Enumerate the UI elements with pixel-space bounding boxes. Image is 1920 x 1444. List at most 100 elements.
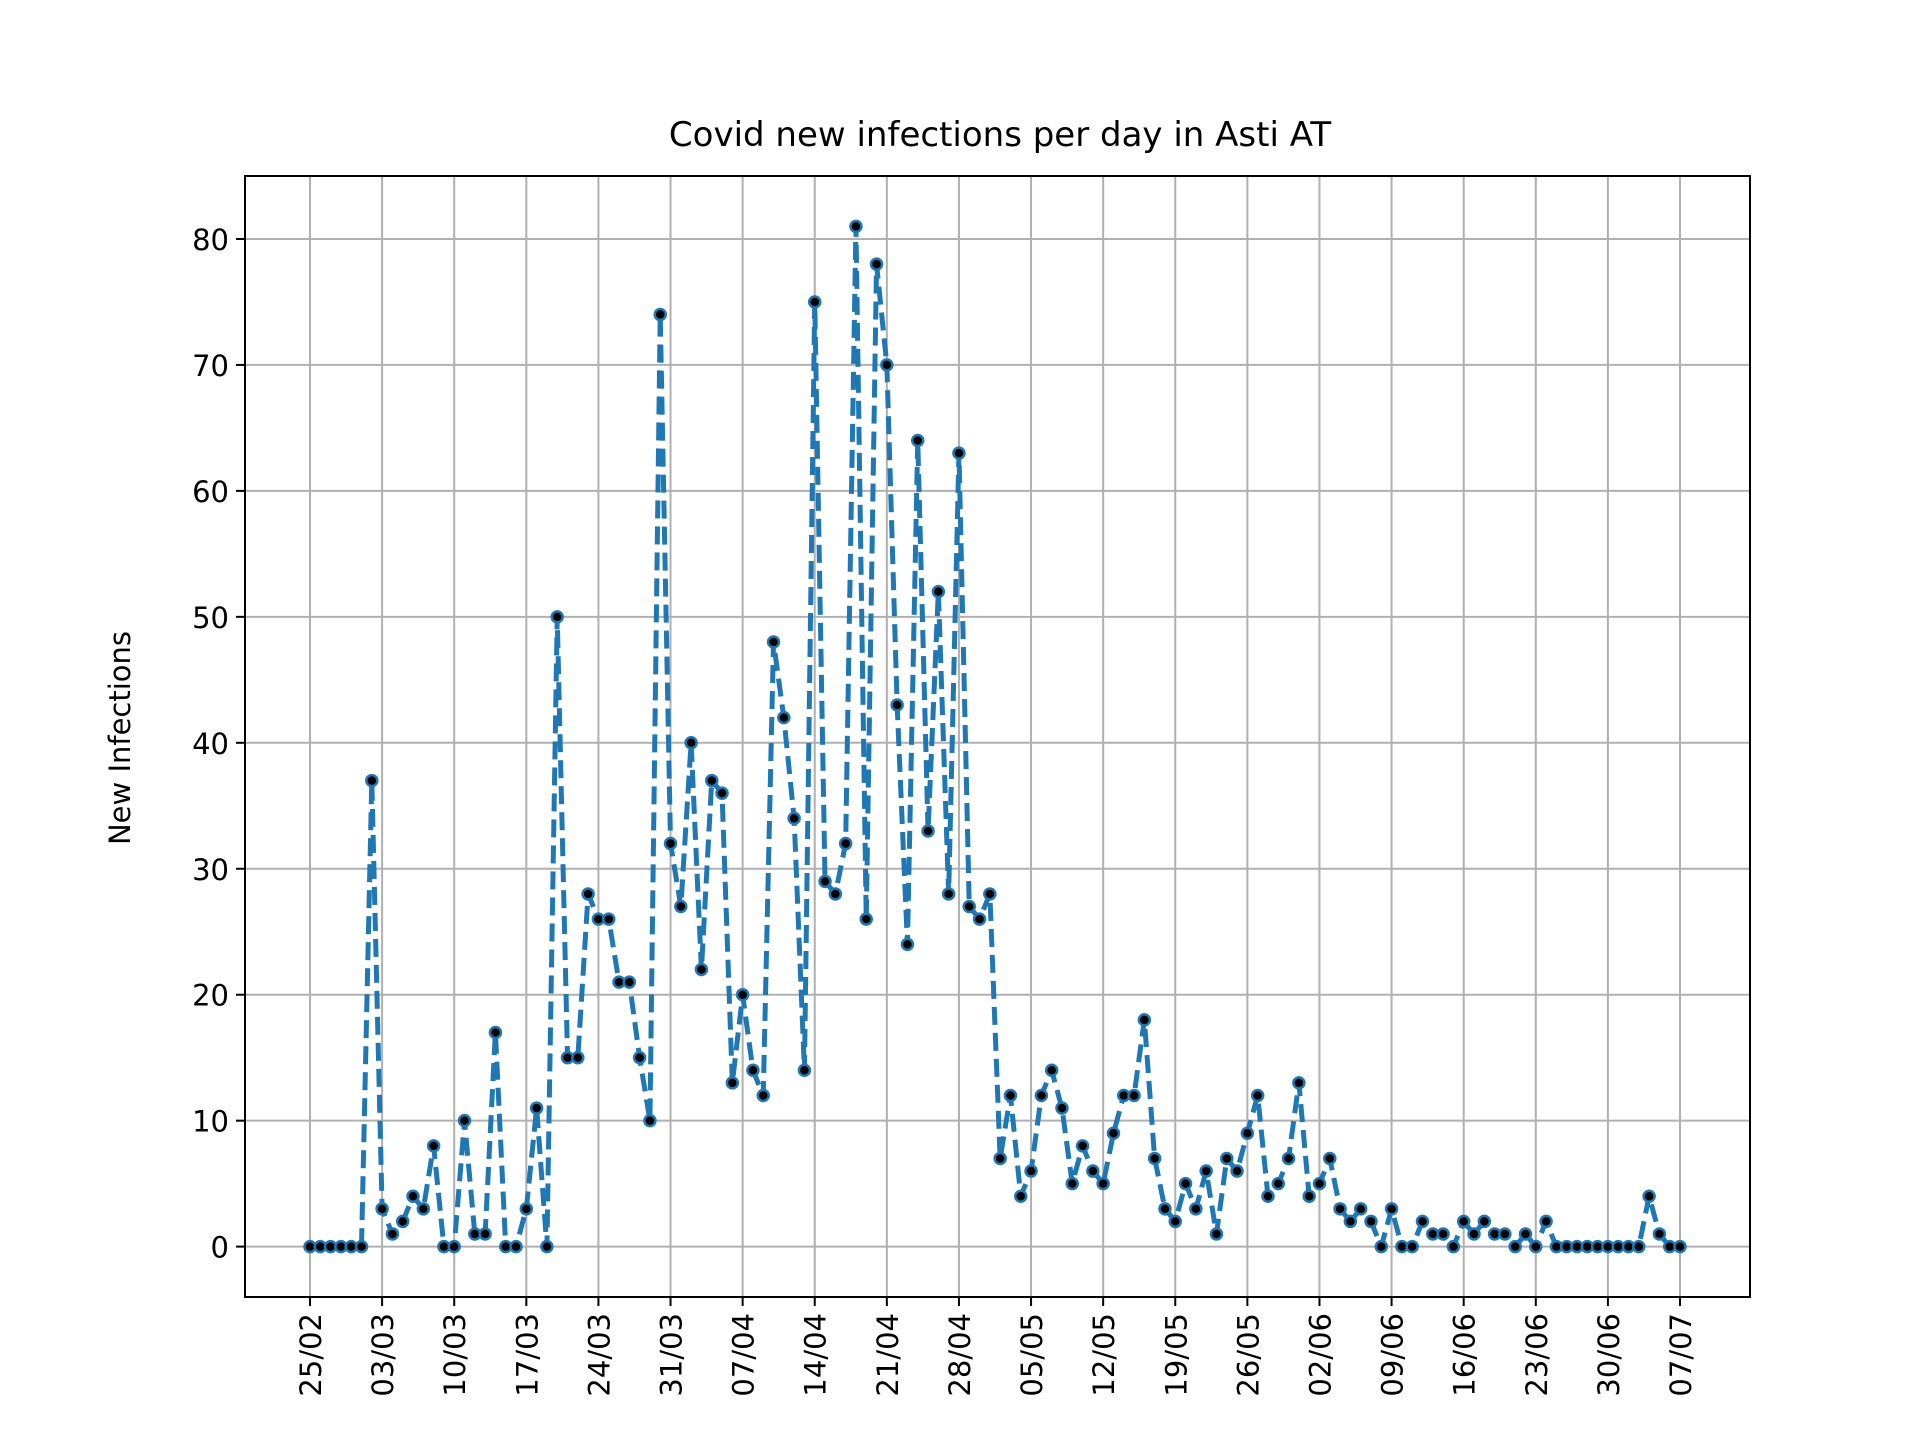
data-point <box>766 635 781 649</box>
data-point <box>1364 1214 1378 1229</box>
data-point <box>900 937 915 952</box>
data-point <box>787 811 801 826</box>
data-point <box>941 887 956 901</box>
x-axis-ticks: 25/02 03/03 10/03 17/03 24/03 31/03 07/04 14/04… <box>294 1297 1698 1397</box>
y-tick-label: 20 <box>192 979 229 1013</box>
data-point <box>694 962 709 977</box>
data-point <box>1178 1176 1193 1191</box>
data-point <box>571 1050 585 1065</box>
data-point <box>1147 1151 1162 1166</box>
y-axis-label: New Infections <box>103 631 137 845</box>
data-point <box>416 1202 431 1216</box>
data-point <box>890 698 904 712</box>
data-point <box>1034 1088 1049 1103</box>
x-tick-label: 12/05 <box>1087 1313 1121 1397</box>
data-point <box>715 786 729 800</box>
data-point <box>653 307 667 322</box>
series-line <box>310 223 1680 1250</box>
data-point <box>1189 1202 1203 1216</box>
x-tick-label: 28/04 <box>943 1313 977 1397</box>
data-point <box>1209 1227 1224 1241</box>
x-tick-label: 07/04 <box>727 1313 761 1397</box>
x-tick-label: 17/03 <box>510 1313 544 1397</box>
data-point <box>1539 1214 1553 1229</box>
data-point <box>1096 1176 1110 1191</box>
y-axis-ticks: 0 10 20 30 40 50 60 70 80 <box>192 223 245 1265</box>
data-point <box>1168 1214 1183 1229</box>
data-point <box>910 433 925 448</box>
data-point <box>395 1214 410 1229</box>
data-point <box>1374 1239 1389 1254</box>
y-tick-label: 50 <box>192 601 229 635</box>
data-point <box>807 295 822 309</box>
data-point <box>1065 1176 1080 1191</box>
data-point <box>1384 1202 1399 1216</box>
data-point <box>1199 1164 1213 1178</box>
chart-title: Covid new infections per day in Asti AT <box>669 115 1331 155</box>
data-point <box>488 1025 503 1040</box>
data-point <box>457 1113 472 1128</box>
data-point <box>1281 1151 1296 1166</box>
data-point <box>684 736 698 750</box>
y-tick-label: 30 <box>192 853 229 887</box>
data-point <box>1518 1227 1533 1241</box>
data-point <box>663 836 678 851</box>
data-point <box>1508 1239 1522 1254</box>
x-tick-label: 23/06 <box>1520 1313 1554 1397</box>
data-point <box>1446 1239 1461 1254</box>
data-point <box>1220 1151 1234 1166</box>
y-tick-label: 40 <box>192 727 229 761</box>
data-point <box>704 773 719 788</box>
data-point <box>1044 1063 1059 1078</box>
y-tick-label: 80 <box>192 223 229 257</box>
data-point <box>869 257 884 271</box>
y-tick-label: 60 <box>192 475 229 509</box>
data-point <box>1075 1139 1090 1153</box>
x-tick-label: 30/06 <box>1592 1313 1626 1397</box>
data-point <box>509 1239 523 1254</box>
x-tick-label: 21/04 <box>871 1313 905 1397</box>
data-point <box>1477 1214 1492 1229</box>
data-point <box>1467 1227 1481 1241</box>
data-point <box>859 912 873 926</box>
data-point <box>931 584 946 599</box>
data-point <box>849 219 863 234</box>
x-tick-label: 19/05 <box>1159 1313 1193 1397</box>
x-tick-label: 14/04 <box>799 1313 833 1397</box>
data-point <box>1086 1164 1100 1178</box>
data-point <box>643 1113 657 1128</box>
data-point <box>1302 1189 1316 1203</box>
data-point <box>828 887 843 901</box>
x-tick-label: 02/06 <box>1303 1313 1337 1397</box>
data-point <box>375 1202 389 1216</box>
data-point <box>962 899 976 914</box>
data-point <box>1055 1101 1069 1115</box>
data-point <box>1024 1164 1038 1178</box>
data-point <box>818 874 832 889</box>
data-point <box>354 1239 369 1254</box>
data-point <box>447 1239 461 1254</box>
data-point <box>406 1189 420 1203</box>
data-point <box>1652 1227 1667 1241</box>
data-point <box>1436 1227 1450 1241</box>
x-tick-label: 09/06 <box>1376 1313 1410 1397</box>
data-point <box>632 1050 647 1065</box>
data-point <box>983 887 997 901</box>
x-tick-label: 16/06 <box>1448 1313 1482 1397</box>
data-point <box>1312 1176 1327 1191</box>
data-point <box>1158 1202 1172 1216</box>
data-point <box>365 773 379 788</box>
data-point <box>735 987 750 1002</box>
data-point <box>1498 1227 1512 1241</box>
data-point <box>993 1151 1007 1166</box>
data-point <box>550 610 564 624</box>
data-point <box>581 887 595 901</box>
data-point <box>1405 1239 1419 1254</box>
data-point <box>540 1239 554 1254</box>
data-point <box>1343 1214 1358 1229</box>
data-point <box>622 975 637 989</box>
data-point <box>1642 1189 1656 1203</box>
data-point <box>797 1063 812 1078</box>
